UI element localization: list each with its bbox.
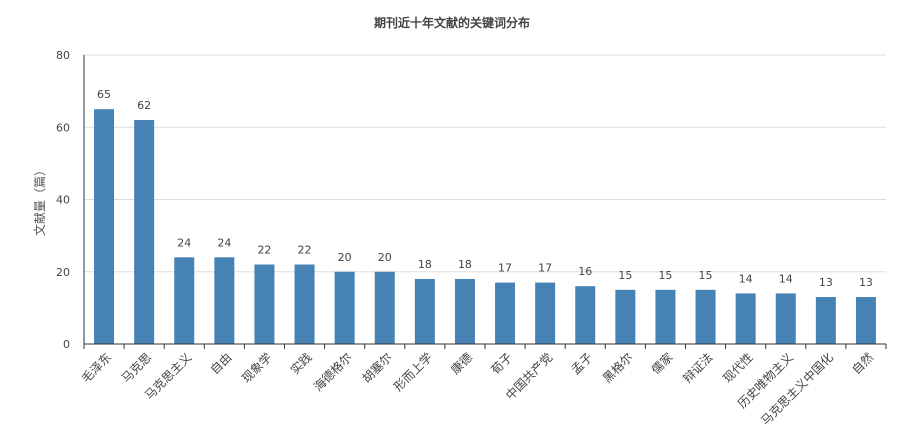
data-label: 18 — [458, 258, 472, 271]
data-label: 24 — [177, 236, 191, 249]
bar[interactable] — [855, 297, 876, 344]
data-label: 22 — [298, 244, 312, 257]
x-tick-label: 黑格尔 — [599, 350, 635, 386]
data-label: 15 — [658, 269, 672, 282]
bar[interactable] — [454, 278, 475, 344]
bar[interactable] — [695, 289, 716, 344]
x-tick-label: 马克思 — [119, 350, 154, 385]
data-label: 13 — [859, 276, 873, 289]
bar[interactable] — [655, 289, 676, 344]
bar[interactable] — [294, 264, 315, 344]
data-label: 24 — [217, 236, 231, 249]
data-label: 14 — [779, 272, 793, 285]
x-tick-label: 海德格尔 — [310, 350, 355, 395]
x-tick-label: 自然 — [848, 350, 876, 378]
y-axis-label: 文献量（篇） — [32, 164, 47, 236]
data-labels: 65 62 24 24 22 22 20 20 18 18 17 17 16 15 15 15 14 14 13 13 — [97, 88, 873, 289]
data-label: 22 — [257, 244, 271, 257]
bar[interactable] — [575, 286, 596, 344]
x-tick-label: 现代性 — [720, 350, 755, 385]
data-label: 17 — [538, 262, 552, 275]
y-axis-ticks: 0 20 40 60 80 — [56, 49, 70, 351]
data-label: 18 — [418, 258, 432, 271]
bar[interactable] — [495, 282, 516, 344]
data-label: 65 — [97, 88, 111, 101]
y-tick-label: 80 — [56, 49, 70, 62]
data-label: 13 — [819, 276, 833, 289]
bar[interactable] — [214, 257, 235, 344]
grid-lines — [84, 54, 886, 273]
bar[interactable] — [134, 120, 155, 345]
x-tick-label: 现象学 — [238, 350, 274, 386]
y-tick-label: 20 — [56, 266, 70, 279]
x-tick-label: 毛泽东 — [79, 350, 114, 385]
x-tick-label: 儒家 — [648, 350, 676, 378]
x-tick-label: 马克思主义中国化 — [757, 350, 835, 428]
data-label: 62 — [137, 99, 151, 112]
bar[interactable] — [174, 257, 195, 344]
data-label: 17 — [498, 262, 512, 275]
bar[interactable] — [254, 264, 275, 344]
x-tick-label: 胡塞尔 — [359, 350, 395, 386]
x-tick-label: 实践 — [287, 350, 315, 378]
y-tick-label: 0 — [63, 338, 70, 351]
bar[interactable] — [815, 297, 836, 344]
x-tick-label: 康德 — [447, 350, 475, 378]
bar[interactable] — [775, 293, 796, 344]
data-label: 20 — [378, 251, 392, 264]
bar[interactable] — [414, 278, 435, 344]
bar[interactable] — [94, 109, 115, 344]
x-tick-label: 自由 — [208, 350, 235, 377]
x-tick-label: 辩证法 — [680, 350, 715, 385]
x-tick-label: 形而上学 — [390, 350, 435, 395]
data-label: 15 — [699, 269, 713, 282]
chart-title: 期刊近十年文献的关键词分布 — [373, 16, 530, 30]
x-tick-label: 荀子 — [488, 350, 515, 377]
data-label: 14 — [739, 272, 753, 285]
data-label: 16 — [578, 265, 592, 278]
bar[interactable] — [374, 271, 395, 344]
bar[interactable] — [615, 289, 636, 344]
bar[interactable] — [334, 271, 355, 344]
data-label: 15 — [618, 269, 632, 282]
bar[interactable] — [535, 282, 556, 344]
x-tick-label: 孟子 — [568, 350, 595, 377]
y-tick-label: 40 — [56, 194, 70, 207]
data-label: 20 — [338, 251, 352, 264]
y-tick-label: 60 — [56, 121, 70, 134]
bars — [94, 109, 876, 345]
bar[interactable] — [735, 293, 756, 344]
